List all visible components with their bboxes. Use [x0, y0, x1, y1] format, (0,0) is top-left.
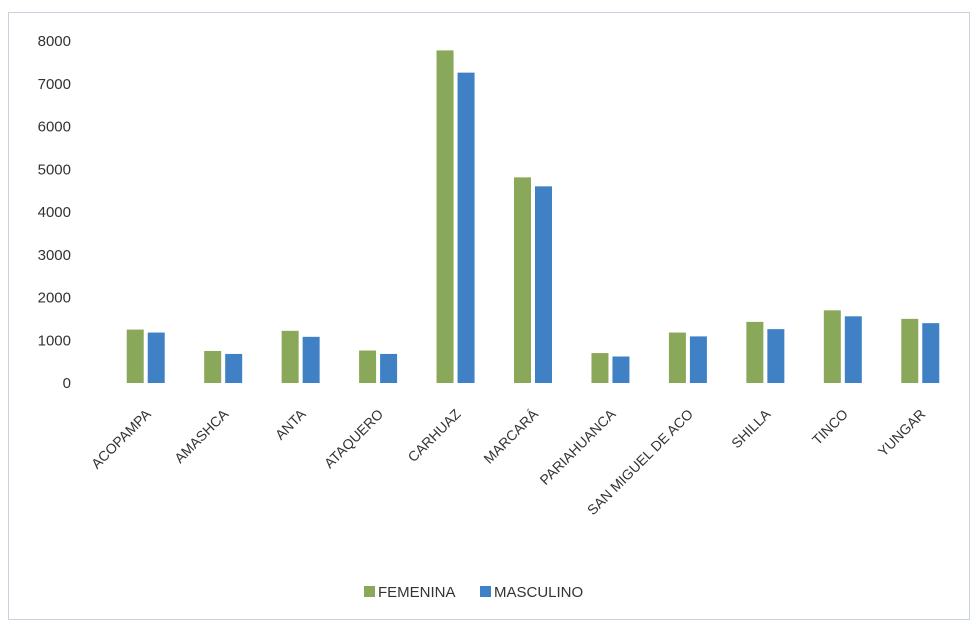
x-category-label: SHILLA [728, 405, 774, 451]
bar-masculino-pariahuanca [612, 356, 630, 383]
bar-femenina-shilla [746, 321, 764, 383]
bars [126, 50, 940, 383]
bar-masculino-marcara [535, 186, 552, 383]
bar-masculino-ataquero [380, 353, 398, 383]
bar-masculino-san-miguel-de-aco [689, 336, 707, 383]
legend-swatch-femenina [364, 586, 375, 597]
x-category-label: TINCO [809, 406, 851, 448]
bar-femenina-acopampa [126, 329, 144, 383]
y-tick-label: 3000 [38, 247, 71, 264]
bar-masculino-acopampa [147, 332, 165, 383]
bar-femenina-san-miguel-de-aco [668, 332, 686, 383]
x-category-label: YUNGAR [875, 406, 929, 460]
chart-frame: 0 1000 2000 3000 4000 5000 6000 7000 8000 ACOPAM… [8, 12, 970, 620]
legend: FEMENINA MASCULINO [364, 584, 583, 601]
legend-swatch-masculino [480, 586, 491, 597]
bar-femenina-amashca [204, 350, 222, 383]
x-category-label: PARIAHUANCA [536, 405, 619, 488]
bar-masculino-anta [302, 336, 320, 383]
x-category-label: ACOPAMPA [88, 405, 154, 471]
bar-femenina-pariahuanca [591, 353, 609, 383]
legend-label-masculino: MASCULINO [494, 584, 583, 601]
bar-masculino-carhuaz [457, 72, 475, 383]
bar-femenina-anta [281, 330, 299, 383]
y-tick-label: 4000 [38, 204, 71, 221]
bar-femenina-yungar [901, 318, 919, 383]
bar-femenina-tinco [823, 310, 841, 383]
bar-masculino-amashca [225, 353, 243, 383]
bar-masculino-shilla [767, 329, 785, 383]
x-axis: ACOPAMPA AMASHCA ANTA ATAQUERO CARHUAZ MARCAR… [88, 405, 929, 518]
y-tick-label: 6000 [38, 119, 71, 136]
y-tick-label: 5000 [38, 161, 71, 178]
x-category-label: CARHUAZ [405, 405, 464, 464]
legend-label-femenina: FEMENINA [378, 584, 456, 601]
bar-masculino-yungar [922, 323, 940, 383]
bar-femenina-marcara [514, 177, 531, 383]
x-category-label: AMASHCA [171, 405, 232, 466]
y-tick-label: 1000 [38, 332, 71, 349]
x-category-label: MARCARÁ [480, 405, 541, 466]
bar-masculino-tinco [844, 316, 862, 383]
x-category-label: ANTA [272, 405, 309, 442]
y-tick-label: 8000 [38, 33, 71, 50]
y-tick-label: 7000 [38, 76, 71, 93]
y-tick-label: 2000 [38, 290, 71, 307]
x-category-label: ATAQUERO [321, 406, 386, 471]
bar-femenina-ataquero [359, 350, 377, 383]
bar-chart: 0 1000 2000 3000 4000 5000 6000 7000 8000 ACOPAM… [38, 33, 940, 601]
bar-femenina-carhuaz [436, 50, 454, 383]
y-tick-label: 0 [63, 375, 71, 392]
y-axis: 0 1000 2000 3000 4000 5000 6000 7000 8000 [38, 33, 71, 392]
